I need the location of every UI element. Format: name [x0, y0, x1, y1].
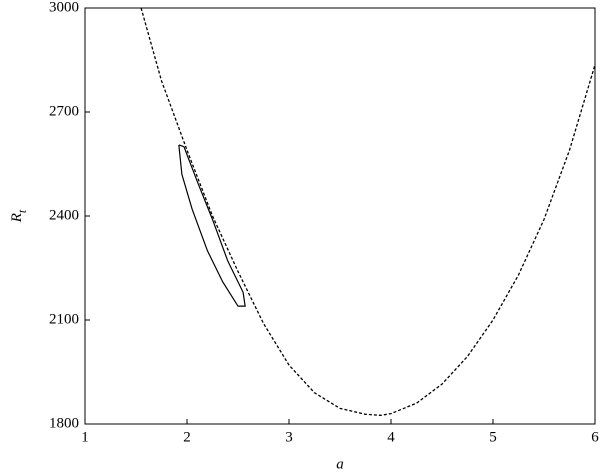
- data-line: [140, 7, 596, 416]
- plot-frame: [84, 7, 596, 425]
- x-tick-label: 2: [183, 429, 191, 445]
- x-tick-label: 6: [591, 429, 599, 445]
- x-tick-label: 1: [81, 429, 89, 445]
- y-tick-label: 2400: [49, 207, 79, 223]
- y-tick-label: 3000: [49, 0, 79, 15]
- y-tick-label: 1800: [49, 415, 79, 431]
- x-tick-label: 4: [387, 429, 395, 445]
- data-line: [178, 144, 246, 307]
- y-axis-label-sub: t: [15, 209, 29, 213]
- x-axis-label: a: [336, 456, 344, 472]
- y-axis-label-main: R: [9, 213, 25, 223]
- y-tick-label: 2700: [49, 103, 79, 119]
- x-tick-label: 3: [285, 429, 293, 445]
- y-axis-label-group: Rt: [9, 209, 28, 223]
- x-tick-label: 5: [489, 429, 497, 445]
- y-axis-label: Rt: [9, 209, 28, 223]
- y-tick-label: 2100: [49, 311, 79, 327]
